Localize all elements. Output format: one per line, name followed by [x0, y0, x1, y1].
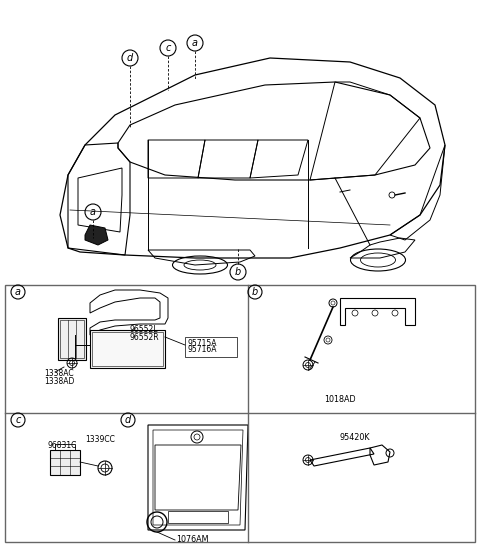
Bar [50, 450, 80, 475]
Bar [5, 285, 475, 542]
Text: a: a [90, 207, 96, 217]
Text: 1339CC: 1339CC [85, 435, 115, 445]
Text: a: a [15, 287, 21, 297]
Text: b: b [252, 287, 258, 297]
Text: 95420K: 95420K [340, 433, 370, 443]
Bar [55, 444, 75, 450]
Bar [185, 337, 237, 357]
Text: 1018AD: 1018AD [324, 396, 356, 404]
Text: 96552L: 96552L [130, 325, 158, 335]
Text: 95716A: 95716A [187, 346, 216, 354]
Text: d: d [125, 415, 131, 425]
Text: c: c [165, 43, 171, 53]
Text: 1338AD: 1338AD [44, 377, 74, 385]
Polygon shape [85, 225, 108, 245]
Bar [58, 318, 86, 360]
Text: 1338AC: 1338AC [44, 370, 73, 378]
Text: 96831C: 96831C [48, 440, 77, 450]
Text: 95715A: 95715A [187, 338, 216, 348]
Text: 1076AM: 1076AM [176, 536, 208, 544]
Bar [168, 511, 228, 523]
Text: d: d [127, 53, 133, 63]
Text: 96552R: 96552R [130, 332, 160, 342]
Text: b: b [235, 267, 241, 277]
Text: a: a [192, 38, 198, 48]
Text: c: c [15, 415, 21, 425]
Bar [92, 332, 163, 366]
Bar [60, 320, 84, 358]
Bar [90, 330, 165, 368]
